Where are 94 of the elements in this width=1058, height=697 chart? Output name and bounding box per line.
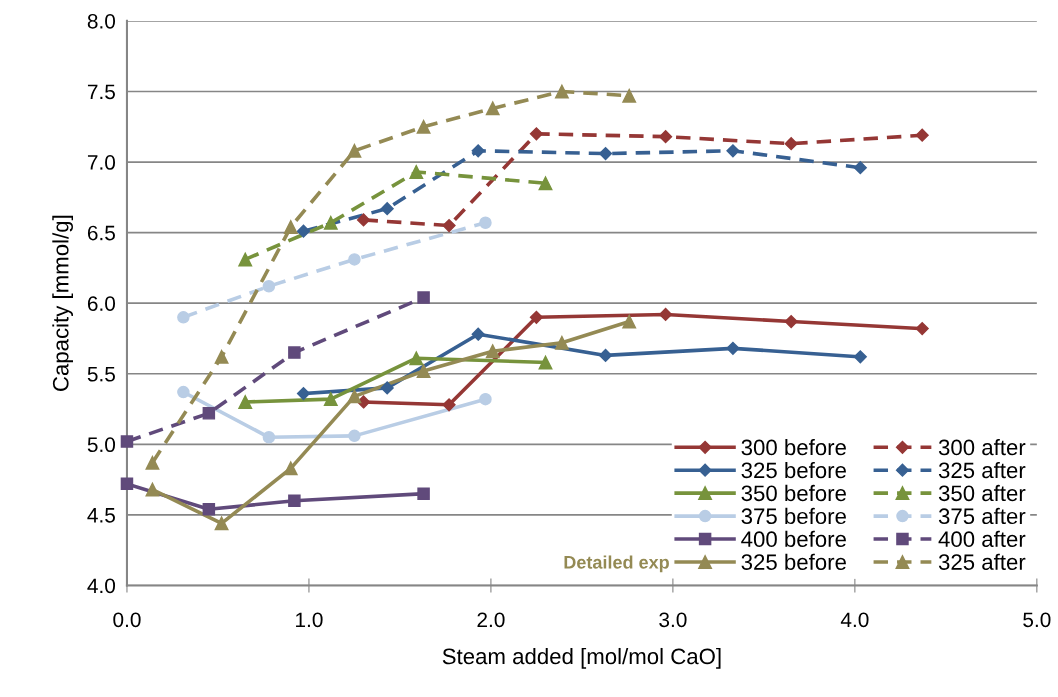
y-axis-title: Capacity [mmol/g] [52, 215, 73, 391]
point [348, 429, 361, 443]
point [323, 215, 338, 230]
x-axis-title: Steam added [mol/mol CaO] [442, 647, 721, 669]
point [347, 389, 362, 404]
point [145, 482, 160, 497]
point [120, 435, 134, 448]
point [598, 348, 613, 363]
point [409, 164, 424, 179]
point [409, 351, 424, 366]
legend-label: 400 before [741, 530, 846, 548]
point [784, 314, 798, 329]
point [659, 307, 673, 322]
point [853, 350, 867, 364]
point [348, 253, 361, 266]
point [538, 176, 553, 191]
point [416, 119, 431, 134]
y-tick-label: 5.5 [87, 366, 115, 382]
y-tick-label: 6.0 [87, 296, 116, 311]
legend-label: 300 after [938, 438, 1026, 456]
point [479, 216, 492, 229]
legend-label: 375 after [938, 507, 1026, 525]
point [529, 310, 543, 324]
point [347, 143, 362, 158]
point [120, 477, 134, 491]
point [442, 398, 456, 412]
legend-label: 325 before [741, 461, 846, 479]
x-tick-label: 4.0 [840, 612, 869, 628]
y-tick-label: 4.5 [87, 508, 115, 523]
legend-label: 375 before [741, 507, 846, 525]
point [416, 363, 431, 378]
point [915, 128, 929, 142]
point [471, 327, 485, 341]
point [177, 385, 190, 399]
point [323, 392, 338, 407]
x-tick-label: 5.0 [1023, 612, 1051, 628]
point [442, 218, 456, 233]
point [485, 344, 500, 359]
x-tick-label: 3.0 [659, 612, 687, 628]
y-tick-label: 4.0 [87, 578, 116, 594]
legend-label: 325 before [741, 553, 846, 570]
point [659, 130, 673, 144]
point [417, 487, 430, 500]
point [145, 455, 160, 470]
point [784, 137, 798, 151]
x-tick-label: 0.0 [113, 612, 141, 628]
legend-label: 350 before [741, 484, 846, 502]
y-tick-label: 7.5 [87, 84, 115, 100]
x-tick-label: 1.0 [296, 612, 323, 628]
point [471, 144, 485, 158]
point [726, 341, 740, 355]
y-tick-label: 8.0 [87, 13, 116, 29]
legend-label: 325 after [938, 461, 1026, 479]
point [177, 311, 190, 324]
point [598, 146, 613, 161]
point [238, 252, 253, 267]
point [529, 127, 543, 141]
legend-label: 325 after [938, 553, 1026, 570]
point [202, 503, 216, 516]
point [262, 431, 276, 444]
legend-label: 400 after [938, 530, 1026, 548]
point [417, 291, 430, 304]
point [288, 494, 301, 508]
x-tick-label: 2.0 [477, 612, 505, 628]
y-tick-label: 5.0 [87, 437, 116, 453]
point [538, 355, 553, 370]
point [915, 322, 929, 336]
y-tick-label: 6.5 [87, 225, 115, 241]
point [288, 346, 301, 359]
point [726, 144, 740, 158]
point [853, 161, 867, 175]
point [554, 335, 569, 350]
point [296, 386, 311, 401]
legend-label: 350 after [938, 484, 1026, 502]
point [479, 392, 492, 406]
point [214, 516, 229, 531]
annotation: Detailed exp [564, 555, 669, 573]
point [283, 220, 298, 234]
legend-label: 300 before [741, 438, 846, 456]
point [202, 407, 216, 420]
point [283, 461, 298, 476]
point [622, 88, 637, 103]
point [356, 395, 371, 409]
point [380, 381, 394, 395]
point [238, 395, 253, 409]
point [296, 224, 311, 238]
point [214, 349, 229, 364]
y-tick-label: 7.0 [87, 155, 116, 170]
point [262, 280, 276, 293]
point [554, 84, 569, 99]
point [356, 213, 371, 227]
point [380, 202, 394, 216]
point [622, 314, 637, 329]
point [485, 101, 500, 116]
